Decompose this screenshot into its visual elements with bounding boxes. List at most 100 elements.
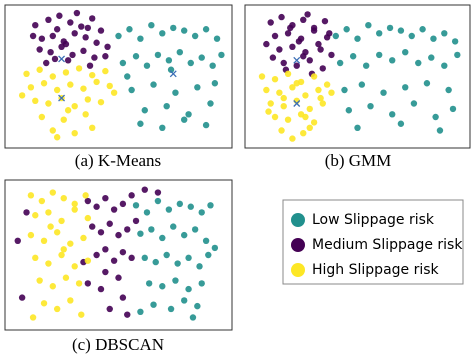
- point: [402, 84, 409, 91]
- point: [271, 76, 279, 83]
- point: [187, 59, 194, 67]
- point: [80, 234, 87, 242]
- centroid: [58, 94, 66, 102]
- point: [89, 71, 96, 79]
- point: [93, 203, 100, 210]
- point: [358, 81, 366, 88]
- point: [60, 246, 67, 253]
- point: [172, 89, 179, 96]
- point: [202, 26, 210, 33]
- point: [75, 65, 83, 72]
- point: [32, 22, 39, 29]
- point: [91, 54, 98, 61]
- point: [293, 80, 300, 87]
- plot-frame: [4, 4, 233, 149]
- legend-label: High Slippage risk: [312, 262, 440, 278]
- point: [67, 81, 74, 88]
- point: [211, 80, 219, 87]
- point: [47, 49, 54, 56]
- point: [49, 283, 56, 290]
- point: [213, 35, 221, 42]
- point: [276, 89, 283, 96]
- point: [23, 70, 30, 78]
- point: [152, 258, 159, 266]
- point: [300, 16, 307, 23]
- point: [310, 119, 318, 126]
- point: [119, 200, 127, 208]
- point: [181, 116, 188, 123]
- point: [415, 59, 422, 67]
- point: [176, 49, 184, 56]
- point: [38, 197, 46, 205]
- point: [336, 59, 344, 67]
- point: [306, 57, 313, 64]
- point: [115, 274, 122, 281]
- point: [328, 51, 335, 59]
- point: [276, 46, 283, 53]
- point: [209, 62, 216, 69]
- point: [278, 13, 285, 21]
- point: [93, 78, 100, 86]
- point: [40, 237, 48, 244]
- point: [141, 186, 148, 193]
- legend-marker: [291, 263, 305, 277]
- point: [302, 113, 309, 121]
- point: [397, 27, 405, 34]
- point: [300, 53, 307, 60]
- point: [367, 103, 374, 110]
- point: [326, 30, 333, 37]
- point: [49, 127, 56, 134]
- point: [211, 244, 219, 252]
- point: [293, 62, 300, 69]
- point: [419, 26, 426, 33]
- point: [315, 40, 322, 48]
- point: [62, 40, 70, 48]
- point: [84, 214, 92, 222]
- point: [323, 81, 331, 88]
- point: [49, 189, 56, 196]
- point: [284, 70, 292, 78]
- point: [319, 100, 326, 107]
- point: [267, 19, 274, 26]
- point: [263, 86, 270, 94]
- point: [258, 73, 266, 80]
- point: [23, 209, 30, 216]
- point: [198, 209, 205, 216]
- point: [185, 254, 192, 262]
- centroid: [293, 100, 301, 107]
- point: [365, 22, 372, 29]
- point: [124, 311, 131, 318]
- point: [441, 62, 448, 69]
- point: [317, 46, 324, 53]
- point: [82, 111, 89, 118]
- point: [300, 130, 307, 137]
- point: [32, 97, 39, 105]
- point: [376, 51, 383, 59]
- point: [145, 280, 153, 287]
- point: [271, 113, 279, 121]
- point: [78, 311, 85, 318]
- point: [148, 226, 155, 233]
- point: [60, 195, 67, 202]
- point: [132, 202, 140, 209]
- point: [170, 223, 177, 230]
- point: [97, 98, 105, 106]
- point: [115, 32, 122, 40]
- point: [185, 285, 192, 293]
- point: [265, 108, 272, 115]
- plot-frame: [244, 4, 471, 149]
- point: [89, 124, 96, 131]
- point: [51, 55, 59, 63]
- point: [451, 38, 459, 45]
- point: [71, 130, 78, 137]
- point: [163, 251, 170, 259]
- point: [49, 73, 56, 80]
- point: [205, 251, 212, 259]
- point: [154, 51, 162, 59]
- point: [110, 257, 118, 264]
- point: [280, 94, 287, 102]
- point: [58, 251, 65, 259]
- point: [174, 260, 181, 267]
- point: [154, 197, 162, 205]
- point: [454, 51, 461, 59]
